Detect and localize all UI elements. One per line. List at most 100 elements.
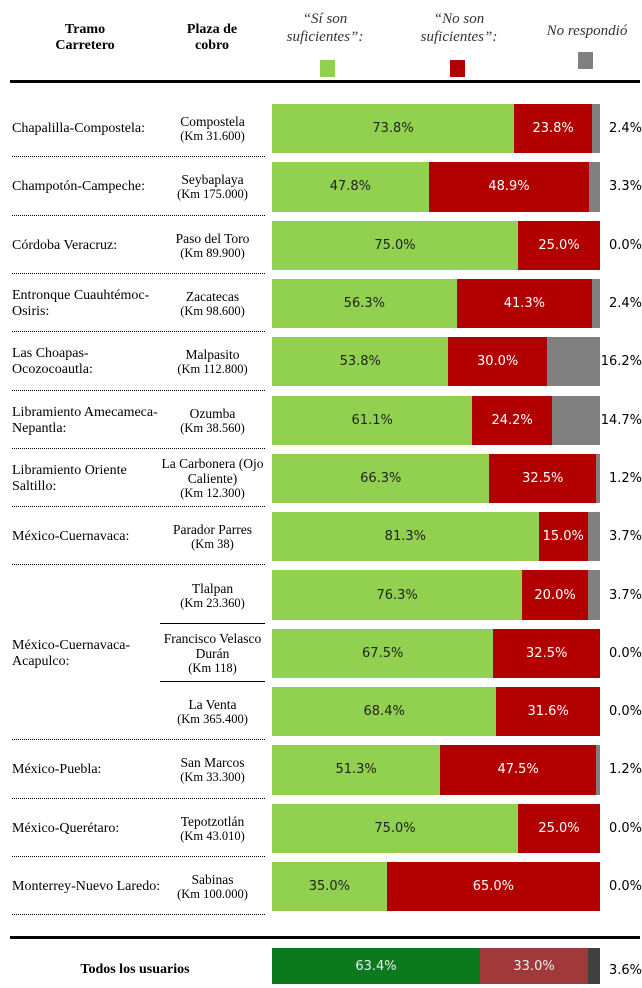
plaza-separator <box>160 622 265 624</box>
plaza-km: (Km 23.360) <box>180 595 245 610</box>
plaza-km: (Km 38) <box>191 537 234 552</box>
plaza-km: (Km 365.400) <box>177 712 248 727</box>
plaza-km: (Km 89.900) <box>180 245 245 260</box>
value-label: 1.2% <box>608 762 642 778</box>
tramo-label: Libramiento Amecameca-Nepantla: <box>12 404 158 436</box>
value-label: 0.0% <box>608 704 642 720</box>
bar-segment <box>272 337 449 387</box>
plaza-cell: Parador Parres (Km 38) <box>160 508 265 566</box>
plaza-cell: Seybaplaya (Km 175.000) <box>160 158 265 216</box>
bar-segment <box>588 948 600 984</box>
value-label: 0.0% <box>608 879 642 895</box>
bar-segment <box>272 453 490 504</box>
value-label: 81.3% <box>384 529 426 545</box>
plaza-name: Ozumba <box>189 405 236 421</box>
legend-label: “No son suficientes”: <box>420 11 498 45</box>
bar-segment <box>272 570 523 620</box>
bar-segment <box>272 745 441 795</box>
tramo-label: Entronque Cuauhtémoc-Osiris: <box>12 288 150 320</box>
bar-segment <box>596 745 600 795</box>
tramo-label: México-Querétaro: <box>12 820 120 836</box>
row-separator <box>12 272 265 274</box>
total-rule <box>10 936 640 939</box>
value-label: 2.4% <box>608 296 642 312</box>
value-label: 16.2% <box>600 354 642 370</box>
plaza-km: (Km 33.300) <box>180 770 245 785</box>
bar-segment <box>272 162 429 212</box>
value-label: 1.2% <box>608 470 642 486</box>
plaza-name: Francisco Velasco Durán <box>163 631 262 662</box>
bar-segment <box>272 803 518 853</box>
plaza-name: Compostela <box>180 114 245 130</box>
tramo-label: Monterrey-Nuevo Laredo: <box>12 879 161 895</box>
legend-label: “Sí son suficientes”: <box>286 11 364 45</box>
bar-segment <box>589 162 600 212</box>
bar-segment <box>448 337 547 387</box>
value-label: 48.9% <box>488 179 530 195</box>
bar-segment <box>518 803 600 853</box>
value-label: 65.0% <box>472 879 515 895</box>
bar-segment <box>472 395 552 445</box>
plaza-km: (Km 112.800) <box>177 362 248 377</box>
row-separator <box>12 855 265 857</box>
plaza-name: Tepotzotlán <box>180 813 245 829</box>
value-label: 24.2% <box>491 412 533 428</box>
bar-segment <box>272 687 497 737</box>
column-header: Tramo Carretero <box>55 22 115 53</box>
plaza-name: Parador Parres <box>172 522 253 538</box>
bar-segment <box>272 395 473 445</box>
plaza-cell: Francisco Velasco Durán (Km 118) <box>160 625 265 683</box>
value-label: 68.4% <box>363 704 405 720</box>
value-label: 3.3% <box>608 179 642 195</box>
value-label: 0.0% <box>608 645 642 661</box>
header-rule <box>10 80 640 83</box>
value-label: 3.7% <box>608 587 642 603</box>
value-label: 51.3% <box>335 762 377 778</box>
value-label: 20.0% <box>534 587 576 603</box>
value-label: 47.5% <box>497 762 539 778</box>
bar-segment <box>551 395 600 445</box>
value-label: 0.0% <box>608 237 642 253</box>
value-label: 30.0% <box>476 354 519 370</box>
value-label: 32.5% <box>526 645 568 661</box>
tramo-label: Córdoba Veracruz: <box>12 237 118 253</box>
value-label: 25.0% <box>538 237 580 253</box>
value-label: 32.5% <box>522 470 564 486</box>
legend-swatch <box>578 52 593 69</box>
value-label: 47.8% <box>329 179 372 195</box>
plaza-km: (Km 118) <box>188 661 237 676</box>
plaza-cell: Zacatecas (Km 98.600) <box>160 275 265 333</box>
bar-segment <box>272 948 480 984</box>
value-label: 2.4% <box>608 121 642 137</box>
plaza-name: Paso del Toro <box>175 230 250 246</box>
plaza-km: (Km 43.010) <box>180 828 245 843</box>
plaza-name: La Venta <box>188 697 237 713</box>
value-label: 67.5% <box>362 645 404 661</box>
plaza-name: Sabinas <box>191 872 234 888</box>
value-label: 15.0% <box>542 529 584 545</box>
bar-segment <box>272 278 457 329</box>
plaza-cell: La Carbonera (Ojo Caliente) (Km 12.300) <box>160 450 265 508</box>
value-label: 25.0% <box>538 820 580 836</box>
plaza-name: Tlalpan <box>191 580 234 596</box>
value-label: 35.0% <box>308 879 351 895</box>
value-label: 76.3% <box>376 587 418 603</box>
value-label: 73.8% <box>372 121 414 137</box>
bar-segment <box>496 687 600 737</box>
value-label: 23.8% <box>532 121 574 137</box>
bar-segment <box>587 512 600 562</box>
bar-segment <box>428 162 590 212</box>
plaza-cell: Tlalpan (Km 23.360) <box>160 566 265 624</box>
bar-segment <box>386 861 600 912</box>
value-label: 41.3% <box>503 296 546 312</box>
bar-segment <box>272 104 515 154</box>
plaza-cell: Ozumba (Km 38.560) <box>160 392 265 450</box>
bar-segment <box>440 745 597 795</box>
bar-segment <box>272 861 387 912</box>
row-separator <box>12 506 265 508</box>
plaza-km: (Km 12.300) <box>180 486 245 501</box>
plaza-name: La Carbonera (Ojo Caliente) <box>161 456 264 487</box>
plaza-name: Seybaplaya <box>181 172 244 188</box>
tramo-label: México-Cuernavaca-Acapulco: <box>12 637 131 669</box>
legend-swatch <box>320 60 335 77</box>
